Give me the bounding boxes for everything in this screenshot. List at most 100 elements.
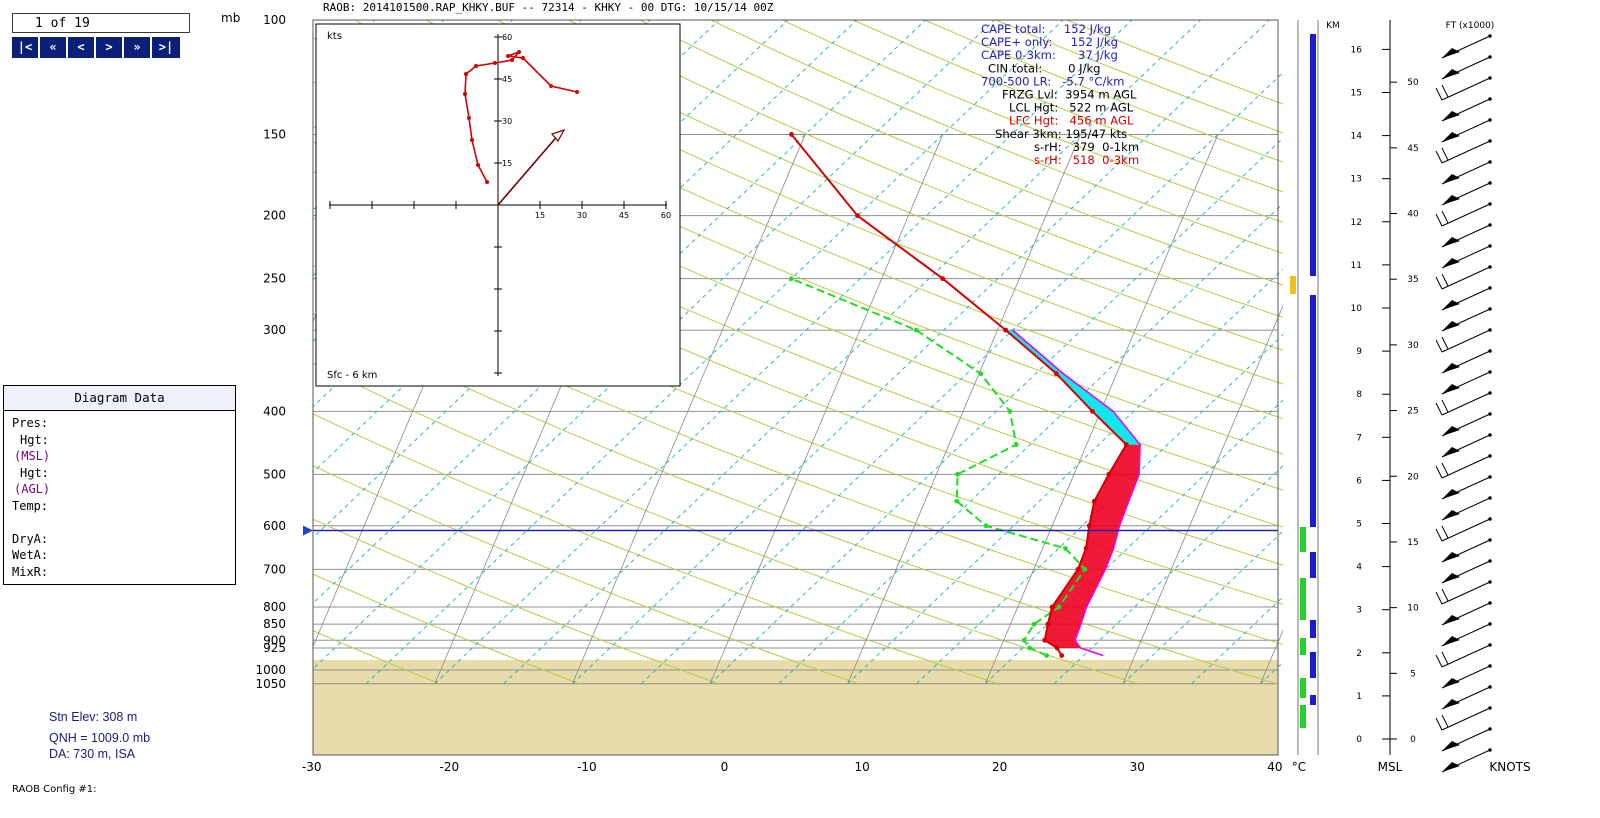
wind-barb-staff (1441, 224, 1491, 248)
wind-barb-flag (1442, 615, 1460, 625)
wind-barb-point (1488, 265, 1492, 269)
temperature-point (1053, 371, 1059, 377)
nav-next-button[interactable]: > (96, 37, 124, 58)
dewpoint-point (1027, 645, 1033, 651)
hodograph-point (470, 138, 474, 142)
dewpoint-point (1031, 621, 1037, 627)
ft-tick-label: 25 (1407, 407, 1418, 417)
km-tick-label: 9 (1356, 347, 1362, 357)
wind-barb-point (1488, 727, 1492, 731)
wind-barb-flag (1442, 426, 1460, 436)
cloud-bar-blue (1310, 295, 1316, 527)
wind-barb-point (1488, 622, 1492, 626)
wind-barb-staff (1441, 140, 1491, 164)
dry-adiabat-line (313, 125, 1283, 528)
km-tick-label: 1 (1356, 692, 1362, 702)
dewpoint-point (978, 371, 984, 377)
wind-barb-staff (1441, 119, 1491, 143)
index-srh-3: s-rH: 518 0-3km (1034, 153, 1139, 167)
wind-barb-point (1488, 139, 1492, 143)
wind-barb-point (1488, 181, 1492, 185)
dry-adiabat-line (853, 20, 1283, 193)
temperature-point (1091, 498, 1097, 504)
isotherm-line (365, 20, 1064, 685)
temperature-tick-label: 40 (1267, 760, 1282, 774)
nav-last-button[interactable]: >| (152, 37, 180, 58)
km-tick-label: 8 (1356, 390, 1362, 400)
ground-shading (313, 659, 1278, 755)
temperature-tick-label: -30 (302, 760, 322, 774)
knots-axis-label: KNOTS (1489, 760, 1530, 774)
mixing-ratio-line (1398, 134, 1600, 683)
nav-next-fast-button[interactable]: » (124, 37, 152, 58)
wind-barb-flag (1442, 132, 1460, 142)
wind-barb-feather (1441, 651, 1449, 665)
wind-barb-staff (1441, 308, 1491, 332)
wind-barb-point (1488, 328, 1492, 332)
wind-barb-staff (1441, 203, 1491, 227)
nav-prev-button[interactable]: < (68, 37, 96, 58)
wind-barb-point (1488, 517, 1492, 521)
wind-barb-staff (1441, 665, 1491, 689)
moisture-bar-green (1300, 578, 1306, 620)
wind-barb-flag (1442, 552, 1460, 562)
wind-barb-feather (1441, 462, 1449, 476)
wind-barb-point (1488, 55, 1492, 59)
temperature-point (1059, 653, 1065, 658)
hodograph-ring-label: 30 (502, 117, 512, 126)
temperature-line (790, 133, 1128, 657)
index-cape-03: CAPE 0-3km: 37 J/kg (981, 48, 1118, 62)
cape-area (1044, 444, 1141, 648)
wind-barb-staff (1441, 749, 1491, 773)
wind-barb-staff (1441, 371, 1491, 395)
ft-tick-label: 0 (1410, 735, 1416, 745)
temperature-point (855, 213, 860, 219)
hodograph-point (476, 163, 480, 167)
wind-barb-point (1488, 559, 1492, 563)
isotherm-line (434, 20, 1133, 685)
nav-first-button[interactable]: |< (12, 37, 40, 58)
wind-barb-feather (1435, 528, 1443, 542)
wind-barb-staff (1441, 434, 1491, 458)
wind-barb-point (1488, 118, 1492, 122)
dewpoint-point (983, 523, 989, 529)
wind-barb-staff (1441, 182, 1491, 206)
hodograph-ring-label: 15 (535, 211, 545, 220)
cloud-bar-blue (1310, 620, 1316, 638)
wind-barb-staff (1441, 413, 1491, 437)
raob-config-label: RAOB Config #1: (12, 784, 97, 795)
nav-prev-fast-button[interactable]: « (40, 37, 68, 58)
wind-barb-point (1488, 34, 1492, 38)
dd-pres-label: Pres: (12, 416, 49, 430)
dd-weta-label: WetA: (12, 548, 49, 562)
dewpoint-point (1013, 442, 1019, 447)
ft-tick-label: 15 (1407, 538, 1418, 548)
dewpoint-point (954, 498, 960, 504)
hodograph-point (549, 84, 553, 88)
dry-adiabat-line (639, 20, 1283, 286)
dry-adiabat-line (497, 20, 1283, 351)
dd-msl-label: (MSL) (14, 449, 51, 463)
isotherm-line (1053, 465, 1283, 685)
wind-barb-feather (1441, 399, 1449, 413)
station-qnh: QNH = 1009.0 mb (49, 731, 151, 745)
temperature-point (1106, 471, 1112, 477)
temperature-tick-label: -10 (577, 760, 597, 774)
isotherm-line (1536, 20, 1600, 684)
dewpoint-point (1063, 545, 1068, 551)
wind-barb-feather (1435, 339, 1443, 353)
isotherm-line (1329, 20, 1600, 684)
wind-barb-flag (1442, 447, 1460, 457)
wind-barb-point (1488, 706, 1492, 710)
temperature-point (1054, 645, 1060, 651)
index-srh-1: s-rH: 379 0-1km (1034, 140, 1139, 154)
km-tick-label: 10 (1351, 304, 1363, 314)
wind-barb-flag (1442, 321, 1460, 331)
wind-barb-feather (1435, 87, 1443, 101)
hodograph-ring-label: 15 (502, 159, 512, 168)
temperature-tick-label: 10 (854, 760, 869, 774)
dewpoint-line (791, 277, 1087, 657)
wind-barb-staff (1441, 455, 1491, 479)
wind-barb-flag (1442, 573, 1460, 583)
wind-barb-feather (1435, 591, 1443, 605)
